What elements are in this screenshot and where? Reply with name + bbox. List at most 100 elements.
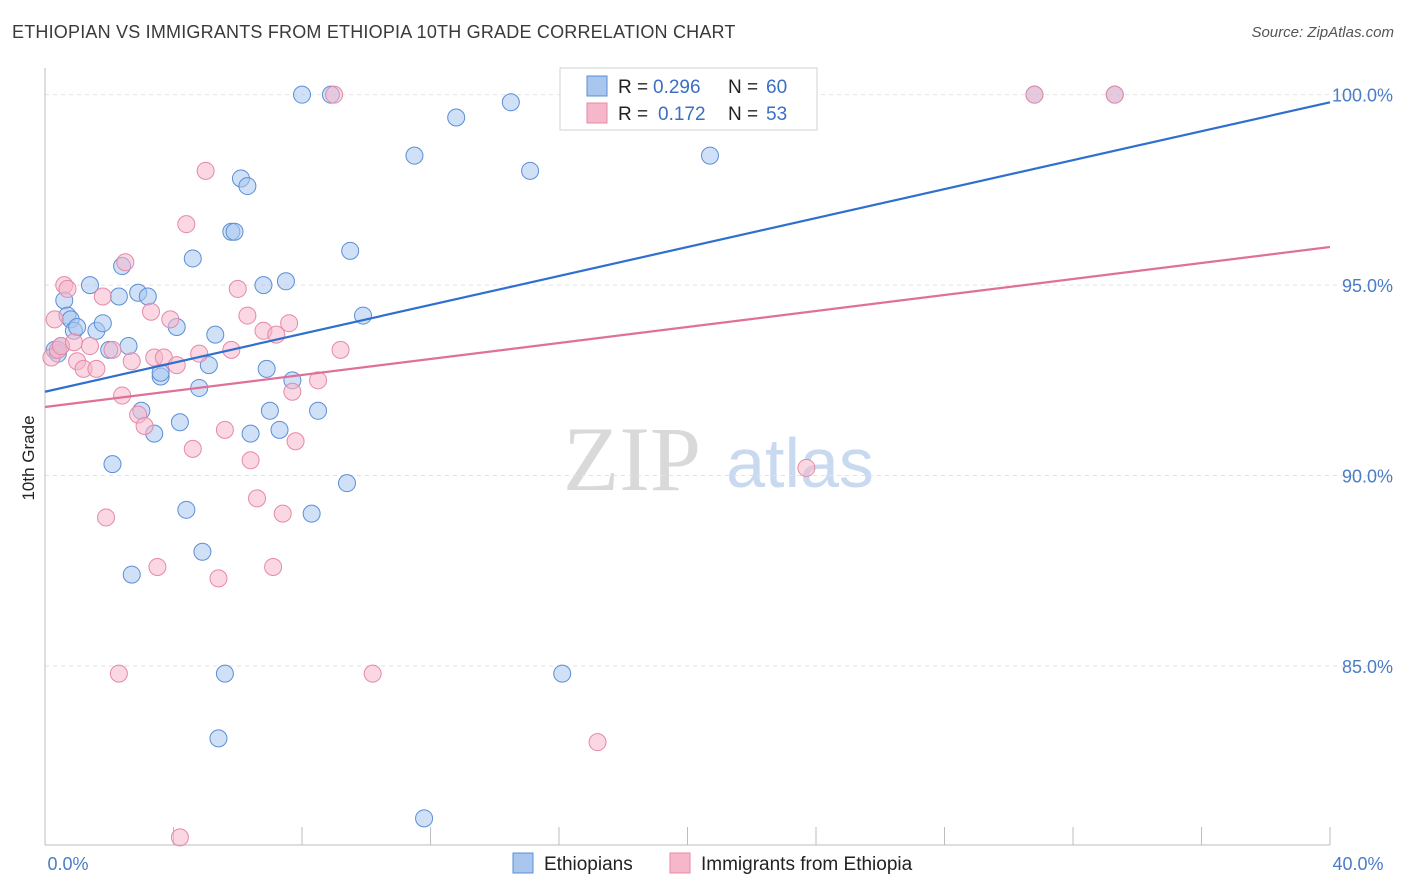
point-immigrants-45 <box>309 371 328 390</box>
point-ethiopians-51 <box>415 809 434 828</box>
bottom-legend-ethiopians: Ethiopians <box>544 854 633 875</box>
point-immigrants-10 <box>87 359 106 378</box>
point-immigrants-28 <box>183 439 202 458</box>
point-immigrants-25 <box>167 356 186 375</box>
legend-n-value-1: 60 <box>766 77 787 98</box>
point-immigrants-24 <box>161 310 180 329</box>
bottom-legend-swatch-ethiopians <box>512 852 534 874</box>
point-immigrants-29 <box>190 344 209 363</box>
point-ethiopians-16 <box>122 565 141 584</box>
point-ethiopians-15 <box>119 337 138 356</box>
y-axis-label: 10th Grade <box>19 415 38 500</box>
y-tick-label-2: 95.0% <box>1342 276 1393 296</box>
point-immigrants-12 <box>97 508 116 527</box>
point-immigrants-9 <box>80 337 99 356</box>
y-tick-labels: 85.0% 90.0% 95.0% 100.0% <box>1332 86 1393 677</box>
point-immigrants-32 <box>215 420 234 439</box>
point-ethiopians-26 <box>183 249 202 268</box>
point-ethiopians-31 <box>209 729 228 748</box>
point-ethiopians-24 <box>170 413 189 432</box>
point-immigrants-11 <box>93 287 112 306</box>
legend-r-label-2: R = <box>618 104 648 125</box>
point-ethiopians-42 <box>276 272 295 291</box>
point-ethiopians-48 <box>341 241 360 260</box>
point-immigrants-17 <box>122 352 141 371</box>
point-immigrants-51 <box>1025 85 1044 104</box>
point-immigrants-41 <box>273 504 292 523</box>
point-immigrants-30 <box>196 161 215 180</box>
watermark-zip: ZIP <box>563 408 701 510</box>
point-ethiopians-53 <box>501 93 520 112</box>
y-tick-label-1: 90.0% <box>1342 467 1393 487</box>
point-ethiopians-8 <box>80 276 99 295</box>
point-immigrants-43 <box>283 382 302 401</box>
point-ethiopians-45 <box>309 401 328 420</box>
point-ethiopians-40 <box>260 401 279 420</box>
point-ethiopians-12 <box>103 455 122 474</box>
point-ethiopians-46 <box>293 85 311 104</box>
point-immigrants-39 <box>264 557 283 576</box>
point-ethiopians-25 <box>177 500 196 519</box>
trend-line-ethiopians <box>44 101 1331 393</box>
point-ethiopians-34 <box>225 222 244 241</box>
point-ethiopians-7 <box>68 318 87 336</box>
point-ethiopians-50 <box>405 146 424 165</box>
x-tick-label-max: 40.0% <box>1332 854 1383 874</box>
point-immigrants-26 <box>170 828 189 847</box>
point-immigrants-35 <box>238 306 257 325</box>
point-immigrants-27 <box>177 215 196 234</box>
legend-n-value-2: 53 <box>766 104 787 125</box>
point-immigrants-37 <box>248 489 267 508</box>
chart-title: ETHIOPIAN VS IMMIGRANTS FROM ETHIOPIA 10… <box>12 22 736 42</box>
watermark: ZIP atlas <box>563 408 874 510</box>
point-ethiopians-44 <box>302 504 321 523</box>
point-immigrants-46 <box>325 85 344 104</box>
legend-n-label-2: N = <box>728 104 758 125</box>
point-immigrants-36 <box>241 451 260 470</box>
point-immigrants-13 <box>103 340 122 359</box>
point-immigrants-20 <box>142 302 161 321</box>
point-immigrants-52 <box>1105 85 1124 104</box>
series-immigrants <box>42 85 1124 847</box>
point-ethiopians-47 <box>337 474 356 493</box>
point-immigrants-31 <box>209 569 228 588</box>
point-immigrants-42 <box>280 314 299 333</box>
point-ethiopians-39 <box>257 359 276 378</box>
trend-lines <box>44 101 1331 409</box>
trend-line-immigrants <box>44 245 1331 409</box>
point-immigrants-19 <box>135 417 154 436</box>
point-immigrants-16 <box>116 253 135 272</box>
bottom-legend-swatch-immigrants <box>669 852 691 874</box>
legend-r-value-2: 0.172 <box>658 104 706 125</box>
point-immigrants-34 <box>228 279 247 298</box>
legend-r-label-1: R = <box>618 77 648 98</box>
point-immigrants-44 <box>286 432 305 451</box>
point-ethiopians-56 <box>700 146 719 165</box>
point-immigrants-22 <box>148 557 167 576</box>
point-immigrants-1 <box>45 310 64 329</box>
source-label: Source: ZipAtlas.com <box>1251 24 1394 41</box>
y-tick-label-0: 85.0% <box>1342 657 1393 677</box>
x-ticks <box>44 827 1331 845</box>
point-ethiopians-28 <box>193 542 212 561</box>
point-ethiopians-52 <box>447 108 466 127</box>
legend-swatch-blue <box>586 75 608 97</box>
point-ethiopians-38 <box>254 276 273 295</box>
point-immigrants-50 <box>797 458 816 477</box>
series-legend: Ethiopians Immigrants from Ethiopia <box>512 852 913 875</box>
point-ethiopians-36 <box>238 177 257 196</box>
point-ethiopians-41 <box>270 420 289 439</box>
point-immigrants-47 <box>331 340 350 359</box>
y-tick-label-3: 100.0% <box>1332 86 1393 106</box>
point-immigrants-5 <box>58 279 77 298</box>
point-ethiopians-37 <box>241 424 260 443</box>
point-immigrants-48 <box>363 664 382 683</box>
x-tick-label-min: 0.0% <box>47 854 88 874</box>
point-ethiopians-55 <box>553 664 572 683</box>
legend-r-value-1: 0.296 <box>653 77 701 98</box>
point-ethiopians-19 <box>138 287 157 306</box>
point-immigrants-14 <box>109 664 128 683</box>
stats-legend: R = 0.296 N = 60 R = 0.172 N = 53 <box>559 67 818 131</box>
bottom-legend-immigrants: Immigrants from Ethiopia <box>701 854 913 875</box>
